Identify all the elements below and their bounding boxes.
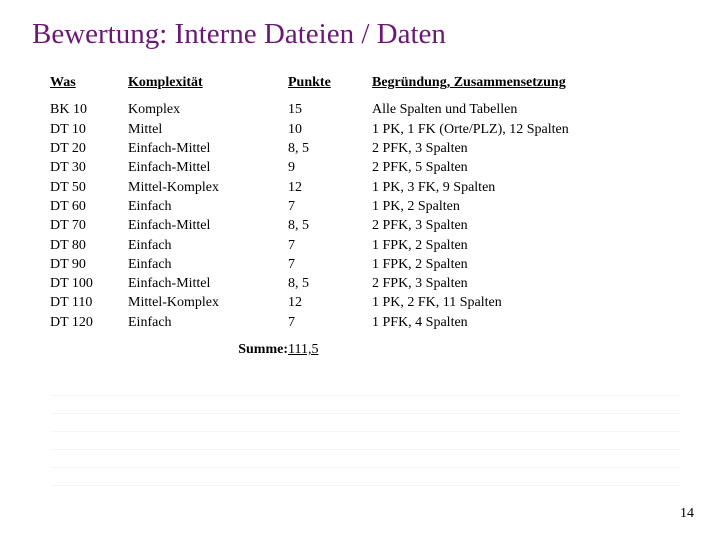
cell-komplexitaet: Einfach-Mittel: [128, 139, 288, 158]
cell-was: DT 80: [50, 236, 128, 255]
table-row: DT 110Mittel-Komplex121 PK, 2 FK, 11 Spa…: [50, 293, 688, 312]
cell-komplexitaet: Mittel-Komplex: [128, 178, 288, 197]
cell-begruendung: 1 PFK, 4 Spalten: [372, 313, 688, 332]
cell-punkte: 7: [288, 236, 372, 255]
cell-komplexitaet: Mittel: [128, 120, 288, 139]
sum-label: Summe:: [50, 340, 288, 359]
cell-punkte: 10: [288, 120, 372, 139]
cell-komplexitaet: Komplex: [128, 100, 288, 119]
table-row: DT 120Einfach71 PFK, 4 Spalten: [50, 313, 688, 332]
cell-was: DT 110: [50, 293, 128, 312]
cell-was: BK 10: [50, 100, 128, 119]
table-header-row: Was Komplexität Punkte Begründung, Zusam…: [50, 73, 688, 92]
cell-punkte: 12: [288, 178, 372, 197]
cell-begruendung: 1 FPK, 2 Spalten: [372, 255, 688, 274]
table-row: DT 20Einfach-Mittel8, 52 PFK, 3 Spalten: [50, 139, 688, 158]
cell-komplexitaet: Mittel-Komplex: [128, 293, 288, 312]
col-was: Was: [50, 73, 128, 92]
cell-was: DT 50: [50, 178, 128, 197]
table-row: DT 90Einfach71 FPK, 2 Spalten: [50, 255, 688, 274]
ruled-lines-decoration: [50, 378, 680, 490]
cell-begruendung: 2 FPK, 3 Spalten: [372, 274, 688, 293]
cell-punkte: 7: [288, 197, 372, 216]
table-row: DT 100Einfach-Mittel8, 52 FPK, 3 Spalten: [50, 274, 688, 293]
col-begruendung: Begründung, Zusammensetzung: [372, 73, 688, 92]
cell-punkte: 15: [288, 100, 372, 119]
cell-was: DT 70: [50, 216, 128, 235]
cell-komplexitaet: Einfach-Mittel: [128, 158, 288, 177]
cell-punkte: 8, 5: [288, 139, 372, 158]
cell-punkte: 12: [288, 293, 372, 312]
cell-begruendung: 1 PK, 2 FK, 11 Spalten: [372, 293, 688, 312]
cell-punkte: 8, 5: [288, 274, 372, 293]
table-row: DT 30Einfach-Mittel92 PFK, 5 Spalten: [50, 158, 688, 177]
cell-komplexitaet: Einfach: [128, 255, 288, 274]
cell-punkte: 7: [288, 255, 372, 274]
sum-value: 111,5: [288, 340, 372, 359]
page-title: Bewertung: Interne Dateien / Daten: [32, 18, 688, 51]
sum-row: Summe: 111,5: [50, 340, 688, 359]
cell-begruendung: 1 PK, 1 FK (Orte/PLZ), 12 Spalten: [372, 120, 688, 139]
cell-was: DT 20: [50, 139, 128, 158]
cell-begruendung: 1 PK, 2 Spalten: [372, 197, 688, 216]
table-row: DT 60Einfach71 PK, 2 Spalten: [50, 197, 688, 216]
cell-was: DT 120: [50, 313, 128, 332]
cell-was: DT 10: [50, 120, 128, 139]
table-row: DT 70Einfach-Mittel8, 52 PFK, 3 Spalten: [50, 216, 688, 235]
cell-begruendung: 1 PK, 3 FK, 9 Spalten: [372, 178, 688, 197]
cell-begruendung: 2 PFK, 3 Spalten: [372, 139, 688, 158]
table-row: DT 10Mittel101 PK, 1 FK (Orte/PLZ), 12 S…: [50, 120, 688, 139]
cell-was: DT 60: [50, 197, 128, 216]
cell-begruendung: 2 PFK, 3 Spalten: [372, 216, 688, 235]
data-table: Was Komplexität Punkte Begründung, Zusam…: [32, 73, 688, 359]
cell-komplexitaet: Einfach: [128, 197, 288, 216]
table-row: BK 10Komplex15Alle Spalten und Tabellen: [50, 100, 688, 119]
cell-was: DT 100: [50, 274, 128, 293]
cell-begruendung: Alle Spalten und Tabellen: [372, 100, 688, 119]
cell-punkte: 9: [288, 158, 372, 177]
cell-punkte: 8, 5: [288, 216, 372, 235]
cell-begruendung: 1 FPK, 2 Spalten: [372, 236, 688, 255]
cell-komplexitaet: Einfach-Mittel: [128, 274, 288, 293]
cell-komplexitaet: Einfach: [128, 313, 288, 332]
cell-komplexitaet: Einfach: [128, 236, 288, 255]
col-punkte: Punkte: [288, 73, 372, 92]
col-komplexitaet: Komplexität: [128, 73, 288, 92]
page-number: 14: [680, 506, 694, 522]
cell-was: DT 30: [50, 158, 128, 177]
table-row: DT 80Einfach71 FPK, 2 Spalten: [50, 236, 688, 255]
table-row: DT 50Mittel-Komplex121 PK, 3 FK, 9 Spalt…: [50, 178, 688, 197]
cell-komplexitaet: Einfach-Mittel: [128, 216, 288, 235]
cell-begruendung: 2 PFK, 5 Spalten: [372, 158, 688, 177]
cell-was: DT 90: [50, 255, 128, 274]
cell-punkte: 7: [288, 313, 372, 332]
